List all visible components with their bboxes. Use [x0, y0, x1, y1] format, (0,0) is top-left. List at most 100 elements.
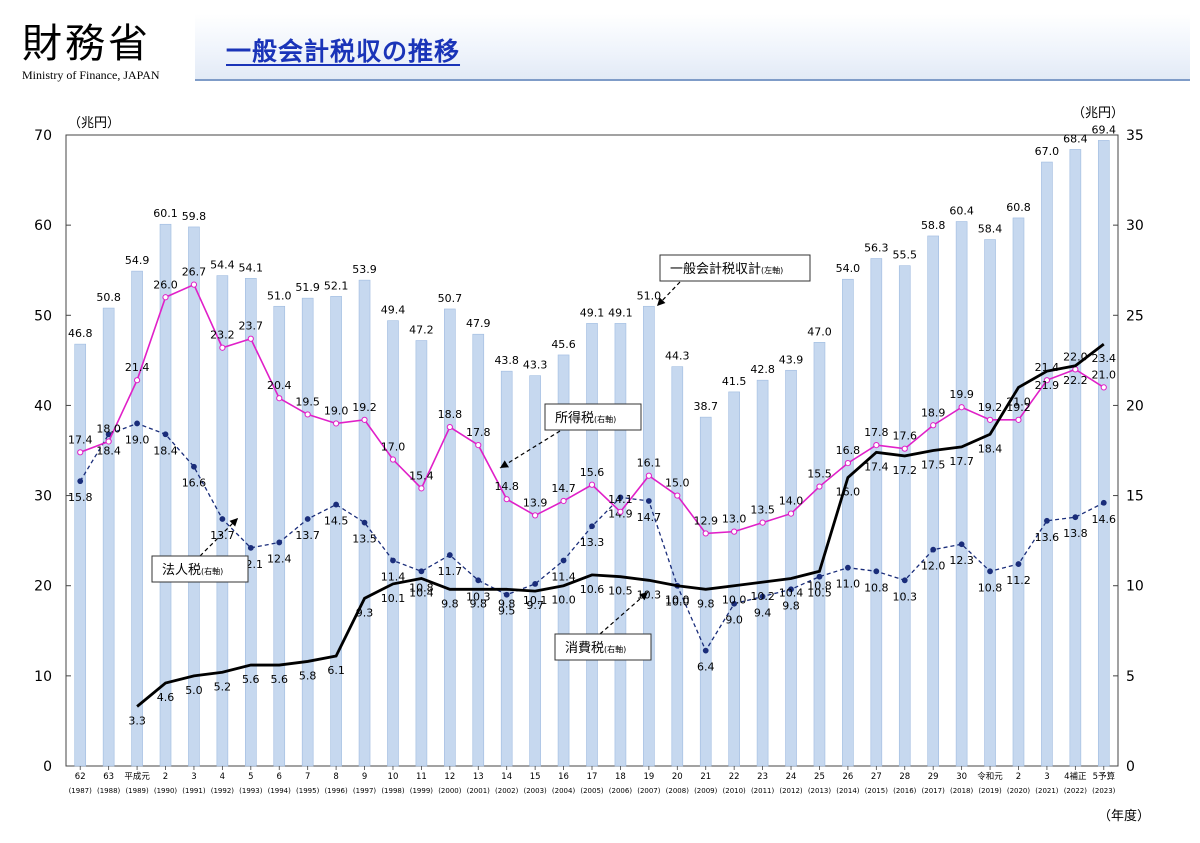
income-tax-point — [276, 395, 283, 402]
consumption-tax-value-label: 10.5 — [608, 585, 633, 598]
consumption-tax-callout-box — [554, 633, 652, 661]
x-tick-year: (2019) — [978, 787, 1002, 795]
income-tax-point — [787, 510, 795, 517]
corporate-tax-value-label: 13.3 — [580, 536, 605, 549]
income-tax-point — [304, 411, 311, 418]
x-tick-label: 16 — [558, 772, 569, 782]
x-tick-year: (1995) — [296, 787, 320, 795]
bar — [1041, 161, 1053, 767]
consumption-tax-arrow-line — [599, 591, 649, 635]
corporate-tax-value-label: 10.8 — [978, 581, 1003, 594]
income-tax-value-label: 22.0 — [1063, 350, 1088, 363]
income-tax-value-label: 17.0 — [381, 441, 406, 454]
bar — [1012, 217, 1025, 767]
x-tick-label: 24 — [786, 772, 797, 782]
income-tax-point — [247, 335, 254, 342]
x-tick-year: (1994) — [268, 787, 292, 795]
income-tax-value-label: 18.0 — [96, 422, 121, 435]
consumption-tax-value-label: 5.0 — [185, 684, 203, 697]
corporate-tax-callout-box — [151, 555, 249, 583]
x-tick-label: 63 — [103, 772, 114, 782]
bar — [699, 416, 712, 767]
bar — [387, 320, 399, 767]
income-tax-value-label: 19.9 — [949, 388, 974, 401]
bar — [955, 221, 968, 767]
x-tick-label: 3 — [1044, 772, 1049, 782]
income-tax-point — [560, 497, 567, 505]
bar-value-label: 43.8 — [494, 354, 519, 367]
corporate-tax-point — [134, 420, 140, 427]
right-axis-tick-label: 35 — [1126, 128, 1144, 144]
income-tax-value-label: 16.1 — [637, 457, 662, 470]
bar — [1069, 149, 1082, 767]
income-tax-point — [617, 508, 624, 515]
income-tax-point — [702, 530, 709, 537]
income-tax-point — [418, 485, 425, 492]
x-tick-label: 28 — [899, 772, 910, 782]
bar-value-label: 41.5 — [722, 375, 747, 388]
consumption-tax-value-label: 10.4 — [409, 587, 434, 600]
income-tax-value-label: 19.2 — [1006, 401, 1031, 414]
income-tax-value-label: 15.6 — [580, 466, 605, 479]
corporate-tax-callout-axis-note: (右軸) — [201, 566, 223, 576]
consumption-tax-line — [136, 343, 1105, 708]
consumption-tax-value-label: 4.6 — [157, 691, 175, 704]
page-title: 一般会計税収の推移 — [226, 37, 461, 66]
bar — [984, 239, 996, 767]
bar — [273, 305, 286, 767]
x-tick-label: 10 — [388, 772, 399, 782]
income-tax-point — [731, 528, 738, 535]
corporate-tax-point — [247, 544, 254, 551]
income-tax-point — [958, 404, 965, 411]
x-tick-year: (2001) — [467, 787, 491, 795]
x-tick-year: (2002) — [495, 787, 519, 795]
income-tax-callout-axis-note: (右軸) — [594, 414, 616, 424]
corporate-tax-point — [987, 568, 993, 575]
x-tick-label: 4補正 — [1064, 771, 1087, 782]
consumption-tax-value-label: 18.4 — [978, 442, 1003, 455]
consumption-tax-value-label: 22.2 — [1063, 374, 1088, 387]
x-tick-year: (2016) — [893, 787, 917, 795]
corporate-tax-value-label: 18.4 — [96, 444, 121, 457]
income-tax-value-label: 19.0 — [324, 404, 349, 417]
corporate-tax-point — [105, 431, 112, 438]
bar-value-label: 51.9 — [295, 281, 320, 294]
income-tax-point — [873, 441, 880, 449]
corporate-tax-value-label: 13.8 — [1063, 527, 1088, 540]
x-tick-label: 2 — [1016, 772, 1021, 782]
logo-kanji: 財務省 — [22, 21, 151, 67]
income-tax-value-label: 23.7 — [239, 320, 264, 333]
x-tick-year: (2018) — [950, 787, 974, 795]
x-tick-label: 2 — [163, 772, 168, 782]
bar — [842, 278, 854, 767]
bar-value-label: 47.9 — [466, 317, 491, 330]
consumption-tax-value-label: 10.0 — [722, 594, 747, 607]
bar-value-label: 58.4 — [978, 223, 1003, 236]
x-tick-year: (2004) — [552, 787, 576, 795]
x-tick-label: 13 — [473, 772, 484, 782]
consumption-tax-callout-axis-note: (右軸) — [604, 644, 626, 654]
bar — [415, 340, 428, 767]
corporate-tax-point — [702, 647, 709, 654]
left-axis-tick-label: 40 — [34, 398, 52, 414]
income-tax-point — [986, 416, 994, 423]
income-tax-point — [1015, 416, 1022, 423]
x-tick-year: (2003) — [523, 787, 547, 795]
corporate-tax-value-label: 9.8 — [782, 599, 800, 612]
income-tax-value-label: 26.7 — [182, 266, 207, 279]
consumption-tax-value-label: 9.3 — [356, 606, 374, 619]
bar — [74, 343, 87, 767]
consumption-tax-value-label: 10.1 — [381, 592, 406, 605]
x-tick-year: (1997) — [353, 787, 377, 795]
bar — [870, 258, 883, 767]
header-band — [195, 14, 1190, 80]
bar-value-label: 44.3 — [665, 350, 690, 363]
corporate-tax-value-label: 19.0 — [125, 433, 150, 446]
corporate-tax-point — [958, 541, 965, 548]
bar — [131, 270, 143, 767]
left-axis-tick-label: 70 — [34, 128, 52, 144]
income-tax-arrow-line — [499, 430, 561, 469]
corporate-tax-point — [759, 593, 766, 600]
bar-value-label: 43.9 — [779, 353, 804, 366]
income-tax-value-label: 17.4 — [68, 433, 93, 446]
